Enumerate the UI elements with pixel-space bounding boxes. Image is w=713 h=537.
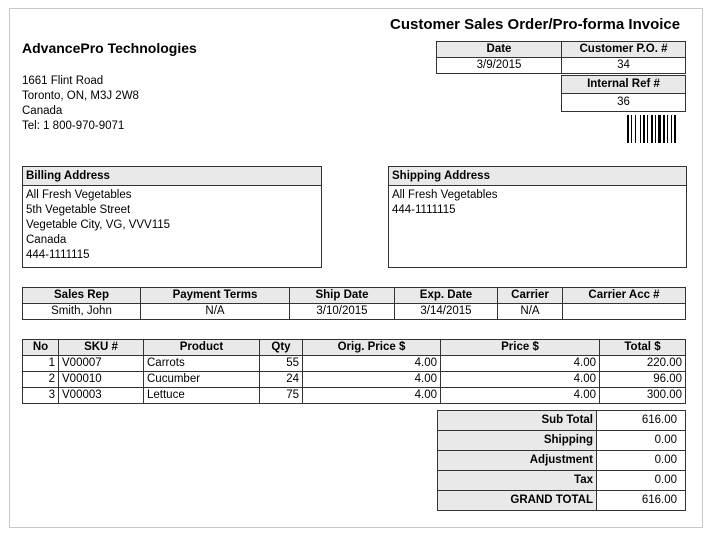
- carrier-value: N/A: [497, 303, 563, 320]
- company-address-line: Toronto, ON, M3J 2W8: [22, 90, 139, 102]
- exp-date-header: Exp. Date: [394, 287, 498, 304]
- table-row: 3 V00003 Lettuce 75 4.00 4.00 300.00: [22, 387, 686, 404]
- row-total: 220.00: [599, 355, 686, 372]
- billing-address-line: Vegetable City, VG, VVV115: [26, 219, 171, 231]
- grand-total-label: GRAND TOTAL: [437, 490, 597, 511]
- row-price: 4.00: [440, 387, 600, 404]
- carrier-header: Carrier: [497, 287, 563, 304]
- payment-terms-header: Payment Terms: [140, 287, 290, 304]
- total-header: Total $: [599, 339, 686, 356]
- qty-header: Qty: [259, 339, 303, 356]
- row-orig-price: 4.00: [302, 387, 441, 404]
- sales-rep-header: Sales Rep: [22, 287, 141, 304]
- billing-address-line: 444-1111115: [26, 249, 90, 261]
- totals-table: Sub Total 616.00 Shipping 0.00 Adjustmen…: [437, 410, 686, 511]
- row-orig-price: 4.00: [302, 371, 441, 388]
- row-price: 4.00: [440, 355, 600, 372]
- row-no: 3: [22, 387, 59, 404]
- shipping-address-header: Shipping Address: [389, 167, 686, 186]
- row-sku: V00010: [58, 371, 144, 388]
- sku-header: SKU #: [58, 339, 144, 356]
- row-total: 300.00: [599, 387, 686, 404]
- customer-po-header: Customer P.O. #: [561, 41, 686, 58]
- date-header: Date: [436, 41, 562, 58]
- billing-address-box: Billing Address All Fresh Vegetables 5th…: [22, 166, 322, 268]
- row-orig-price: 4.00: [302, 355, 441, 372]
- shipping-address-line: 444-1111115: [392, 204, 456, 216]
- adjustment-label: Adjustment: [437, 450, 597, 471]
- row-product: Lettuce: [143, 387, 260, 404]
- billing-address-line: 5th Vegetable Street: [26, 204, 131, 216]
- company-name: AdvancePro Technologies: [22, 40, 197, 56]
- ship-date-header: Ship Date: [289, 287, 395, 304]
- price-header: Price $: [440, 339, 600, 356]
- row-no: 1: [22, 355, 59, 372]
- row-sku: V00007: [58, 355, 144, 372]
- barcode-image: [627, 115, 676, 143]
- billing-address-line: All Fresh Vegetables: [26, 189, 132, 201]
- carrier-acc-value: [562, 303, 686, 320]
- tax-label: Tax: [437, 470, 597, 491]
- line-items-table: No SKU # Product Qty Orig. Price $ Price…: [22, 339, 686, 404]
- orig-price-header: Orig. Price $: [302, 339, 441, 356]
- internal-ref-table: Internal Ref # 36: [561, 75, 686, 112]
- row-product: Carrots: [143, 355, 260, 372]
- sales-rep-value: Smith, John: [22, 303, 141, 320]
- customer-po-value: 34: [561, 57, 686, 74]
- row-qty: 55: [259, 355, 303, 372]
- grand-total-value: 616.00: [596, 490, 686, 511]
- table-row: 1 V00007 Carrots 55 4.00 4.00 220.00: [22, 355, 686, 372]
- billing-address-header: Billing Address: [23, 167, 321, 186]
- subtotal-value: 616.00: [596, 410, 686, 431]
- payment-terms-value: N/A: [140, 303, 290, 320]
- shipping-value: 0.00: [596, 430, 686, 451]
- shipping-label: Shipping: [437, 430, 597, 451]
- shipping-address-line: All Fresh Vegetables: [392, 189, 498, 201]
- carrier-acc-header: Carrier Acc #: [562, 287, 686, 304]
- company-address-line: 1661 Flint Road: [22, 75, 104, 87]
- row-product: Cucumber: [143, 371, 260, 388]
- table-row: 2 V00010 Cucumber 24 4.00 4.00 96.00: [22, 371, 686, 388]
- company-address-line: Canada: [22, 105, 63, 117]
- adjustment-value: 0.00: [596, 450, 686, 471]
- document-title: Customer Sales Order/Pro-forma Invoice: [390, 16, 681, 33]
- product-header: Product: [143, 339, 260, 356]
- internal-ref-header: Internal Ref #: [561, 75, 686, 94]
- ship-date-value: 3/10/2015: [289, 303, 395, 320]
- subtotal-label: Sub Total: [437, 410, 597, 431]
- terms-table: Sales Rep Payment Terms Ship Date Exp. D…: [22, 287, 686, 320]
- row-qty: 24: [259, 371, 303, 388]
- tax-value: 0.00: [596, 470, 686, 491]
- order-info-table: Date Customer P.O. # 3/9/2015 34: [436, 41, 686, 74]
- date-value: 3/9/2015: [436, 57, 562, 74]
- row-no: 2: [22, 371, 59, 388]
- exp-date-value: 3/14/2015: [394, 303, 498, 320]
- billing-address-line: Canada: [26, 234, 67, 246]
- row-price: 4.00: [440, 371, 600, 388]
- internal-ref-value: 36: [561, 93, 686, 112]
- company-address: 1661 Flint Road Toronto, ON, M3J 2W8 Can…: [22, 74, 139, 134]
- invoice-page: Customer Sales Order/Pro-forma Invoice A…: [9, 8, 703, 528]
- company-phone: Tel: 1 800-970-9071: [22, 120, 125, 132]
- shipping-address-box: Shipping Address All Fresh Vegetables 44…: [388, 166, 687, 268]
- row-sku: V00003: [58, 387, 144, 404]
- row-total: 96.00: [599, 371, 686, 388]
- no-header: No: [22, 339, 59, 356]
- row-qty: 75: [259, 387, 303, 404]
